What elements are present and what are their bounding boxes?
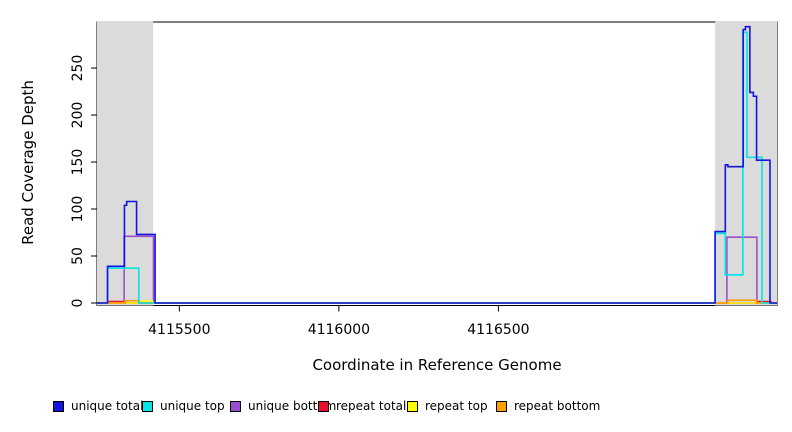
legend-label: unique total (71, 399, 144, 413)
y-tick-label: 250 (70, 55, 86, 82)
y-tick-label: 0 (70, 299, 86, 308)
legend-label: repeat bottom (514, 399, 601, 413)
y-tick-label: 150 (70, 149, 86, 176)
repeat-total-swatch-icon (318, 400, 329, 412)
legend-label: repeat top (425, 399, 488, 413)
plot-legend: unique total unique top unique bottom re… (0, 397, 792, 419)
x-tick-label: 4116500 (467, 322, 529, 338)
legend-entry-repeat-top: repeat top (407, 397, 488, 415)
unique-top-swatch-icon (142, 400, 153, 412)
repeat-bottom-swatch-icon (496, 400, 507, 412)
repeat-top-swatch-icon (407, 400, 418, 412)
repeat-region-band (715, 21, 777, 306)
unique-bottom-swatch-icon (230, 400, 241, 412)
series-unique-bottom (97, 235, 777, 304)
axes: 4115500 4116000 4116500 0 50 100 150 200 250 (70, 55, 530, 338)
legend-label: unique top (160, 399, 225, 413)
x-tick-label: 4115500 (148, 322, 210, 338)
legend-entry-repeat-bottom: repeat bottom (496, 397, 600, 415)
legend-label: repeat total (336, 399, 407, 413)
legend-entry-unique-total: unique total (53, 397, 143, 415)
legend-entry-unique-top: unique top (142, 397, 225, 415)
x-tick-label: 4116000 (308, 322, 370, 338)
y-tick-label: 200 (70, 102, 86, 129)
legend-label: unique bottom (248, 399, 337, 413)
shaded-repeat-regions (97, 21, 777, 306)
series-unique-total (97, 25, 777, 304)
plot-border (96, 21, 778, 306)
legend-entry-repeat-total: repeat total (318, 397, 406, 415)
unique-total-swatch-icon (53, 400, 64, 412)
series-unique-top (97, 31, 777, 304)
legend-entry-unique-bottom: unique bottom (230, 397, 336, 415)
x-axis-title: Coordinate in Reference Genome (312, 356, 561, 374)
y-tick-label: 50 (70, 247, 86, 265)
y-axis-title: Read Coverage Depth (19, 80, 37, 245)
y-tick-label: 100 (70, 196, 86, 223)
